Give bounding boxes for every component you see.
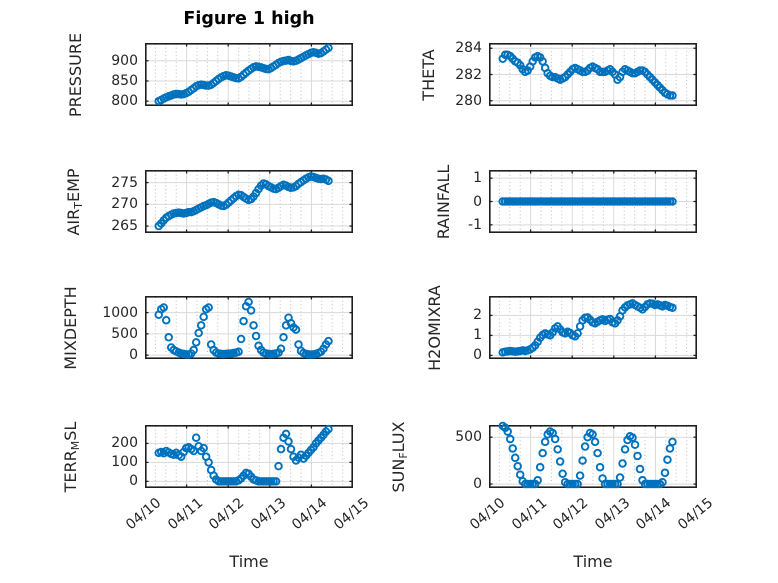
y-tick-label: 1 [473, 327, 482, 344]
y-tick-label: 2 [473, 307, 482, 324]
scatter-markers-air_temp [154, 172, 333, 231]
scatter-markers-mixdepth [154, 297, 333, 359]
x-tick-label: 04/11 [164, 495, 206, 534]
subplot-pressure-canvas [145, 43, 353, 107]
ylabel-theta: THETA [419, 48, 438, 101]
subplot-air_temp-canvas [145, 170, 353, 234]
x-tick-label: 04/14 [633, 495, 675, 534]
y-tick-label: 0 [473, 476, 482, 493]
x-tick-label: 04/12 [206, 495, 248, 534]
y-tick-label: 500 [111, 325, 138, 342]
x-tick-label: 04/15 [675, 495, 717, 534]
x-tick-label: 04/14 [289, 495, 331, 534]
subplot-theta-canvas [489, 43, 697, 107]
subplot-mixdepth-canvas [145, 296, 353, 360]
x-tick-label: 04/10 [467, 495, 509, 534]
ylabel-terr_msl: TERRMSL [61, 421, 82, 492]
x-tick-label: 04/12 [550, 495, 592, 534]
y-tick-label: 800 [111, 93, 138, 110]
scatter-markers-sun_flux [498, 421, 677, 489]
ylabel-h2omixra: H2OMIXRA [425, 284, 444, 371]
y-tick-label: 265 [111, 218, 138, 235]
y-tick-label: 270 [111, 196, 138, 213]
subplot-rainfall-canvas [489, 170, 697, 234]
subplot-h2omixra-canvas [489, 296, 697, 360]
y-tick-label: 275 [111, 174, 138, 191]
scatter-markers-theta [498, 50, 677, 100]
y-tick-label: 1 [473, 170, 482, 187]
ylabel-rainfall: RAINFALL [434, 164, 453, 239]
ylabel-mixdepth: MIXDEPTH [61, 285, 80, 370]
y-tick-label: 100 [111, 454, 138, 471]
y-tick-label: 900 [111, 52, 138, 69]
x-tick-label: 04/13 [591, 495, 634, 534]
y-tick-label: -1 [468, 216, 482, 233]
y-tick-label: 284 [455, 40, 482, 57]
subplot-sun_flux-canvas [489, 421, 697, 489]
ylabel-air_temp: AIRTEMP [64, 167, 85, 236]
y-tick-label: 282 [455, 66, 482, 83]
scatter-markers-h2omixra [498, 299, 677, 357]
y-tick-label: 1000 [102, 304, 138, 321]
x-axis-label-left: Time [229, 552, 269, 571]
y-tick-label: 0 [129, 347, 138, 364]
x-tick-label: 04/10 [123, 495, 165, 534]
y-tick-label: 280 [455, 92, 482, 109]
y-tick-label: 0 [473, 347, 482, 364]
y-tick-label: 850 [111, 72, 138, 89]
subplot-terr_msl-canvas [145, 424, 353, 489]
scatter-markers-pressure [154, 43, 333, 106]
y-tick-label: 0 [129, 473, 138, 490]
figure-title: Figure 1 high [183, 9, 315, 29]
x-tick-label: 04/11 [508, 495, 550, 534]
scatter-markers-terr_msl [154, 424, 333, 486]
y-tick-label: 200 [111, 435, 138, 452]
x-tick-label: 04/13 [247, 495, 290, 534]
x-tick-label: 04/15 [331, 495, 373, 534]
scatter-markers-rainfall [498, 197, 677, 206]
y-tick-label: 500 [455, 429, 482, 446]
x-axis-label-right: Time [573, 552, 613, 571]
y-tick-label: 0 [473, 193, 482, 210]
ylabel-pressure: PRESSURE [66, 32, 85, 117]
ylabel-sun_flux: SUNFLUX [389, 421, 410, 492]
